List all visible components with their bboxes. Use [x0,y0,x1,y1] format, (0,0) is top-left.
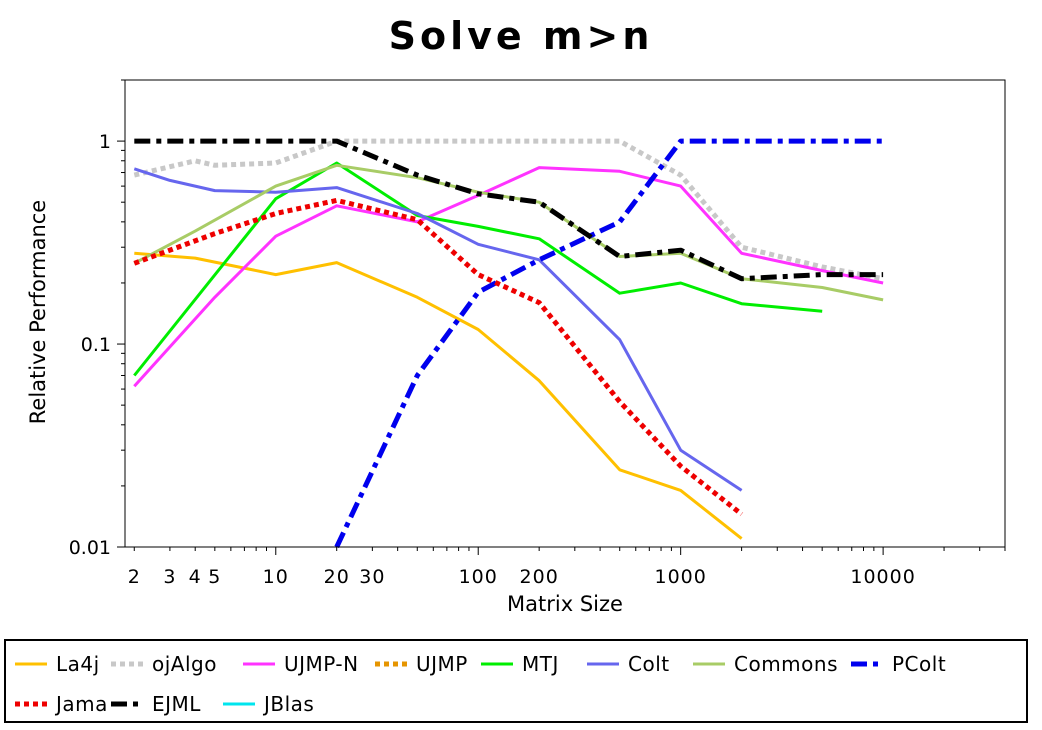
x-tick-label: 200 [520,566,559,588]
x-axis-label: Matrix Size [507,592,623,616]
legend-label: Colt [628,652,670,676]
series-line-ejml [134,138,884,282]
legend-swatch [243,662,275,666]
series-line-ojalgo [133,138,884,282]
series-line-pcolt [334,138,884,549]
legend-item-mtj: MTJ [480,649,559,679]
legend-item-ejml: EJML [110,689,201,719]
legend-item-ujmp: UJMP [374,649,468,679]
legend-swatch [851,661,883,667]
series-layer [133,138,884,549]
legend-item-jblas: JBlas [222,689,314,719]
legend-item-ujmp-n: UJMP-N [242,649,359,679]
legend-label: JBlas [264,692,315,716]
legend-item-commons: Commons [692,649,838,679]
y-tick-label: 0.01 [69,537,111,559]
legend-label: UJMP [416,652,468,676]
legend-label: EJML [152,692,201,716]
x-tick-label: 10 [263,566,289,588]
legend-swatch [111,661,143,667]
legend-item-ojalgo: ojAlgo [110,649,217,679]
x-tick-label: 2 [128,566,141,588]
legend-swatch [15,662,47,666]
x-tick-label: 5 [208,566,221,588]
legend-item-colt: Colt [586,649,670,679]
legend-swatch [15,701,47,707]
series-line-ujmp-n [133,166,884,388]
x-tick-label: 10000 [850,566,915,588]
legend: La4j ojAlgo UJMP-N UJMP MTJ Colt Commons PColt J… [4,639,1028,723]
x-tick-label: 1000 [654,566,706,588]
legend-label: Jama [56,692,108,716]
legend-swatch [481,662,513,666]
x-tick-label: 3 [163,566,176,588]
legend-swatch [375,661,407,667]
x-tick-label: 4 [189,566,202,588]
x-tick-label: 20 [324,566,350,588]
series-line-la4j [134,251,743,540]
legend-swatch [111,701,143,707]
legend-swatch [223,702,255,706]
y-tick-label: 0.1 [81,334,111,356]
legend-label: UJMP-N [284,652,359,676]
series-line-jama [133,197,744,517]
series-line-commons [133,163,884,302]
x-tick-label: 30 [359,566,385,588]
legend-swatch [693,662,725,666]
plot-frame [124,79,1006,548]
y-tick-label: 1 [99,131,111,153]
chart-title: Solve m>n [388,14,654,58]
plot-area: 0.01 0.1 1 2 3 4 5 10 20 30 100 200 1000 10000 [69,79,1006,588]
legend-label: Commons [734,652,838,676]
legend-label: ojAlgo [152,652,217,676]
legend-swatch [587,662,619,666]
series-line-mtj [133,161,823,377]
legend-label: La4j [56,652,100,676]
x-tick-label: 100 [459,566,498,588]
y-axis-label: Relative Performance [26,199,50,425]
axis-layer: 0.01 0.1 1 2 3 4 5 10 20 30 100 200 1000 10000 [69,79,1006,588]
legend-item-jama: Jama [14,689,108,719]
series-line-colt [133,167,743,492]
legend-label: PColt [892,652,947,676]
legend-item-la4j: La4j [14,649,100,679]
legend-item-pcolt: PColt [850,649,946,679]
legend-label: MTJ [522,652,559,676]
